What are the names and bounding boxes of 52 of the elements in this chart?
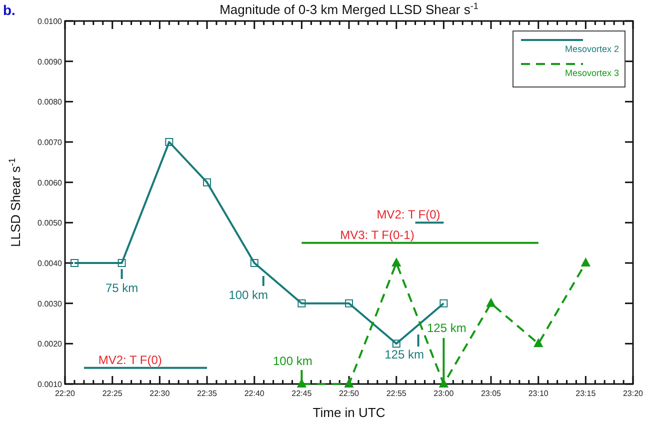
annotation: 75 km xyxy=(105,281,138,295)
y-tick-label: 0.0080 xyxy=(38,98,63,107)
x-tick-label: 23:15 xyxy=(576,389,596,398)
annotation: MV2: T F(0) xyxy=(98,352,162,367)
point xyxy=(165,138,174,146)
point xyxy=(118,259,126,267)
y-tick-label: 0.0020 xyxy=(38,340,63,349)
y-tick-label: 0.0030 xyxy=(38,299,63,308)
point xyxy=(297,379,306,388)
annotation: 100 km xyxy=(228,288,268,302)
y-tick-label: 0.0050 xyxy=(38,218,63,228)
point xyxy=(392,258,401,266)
x-tick-label: 23:10 xyxy=(528,389,549,398)
x-tick-label: 22:25 xyxy=(102,389,123,398)
annotation: MV3: T F(0-1) xyxy=(340,228,414,242)
annotation: 100 km xyxy=(273,354,312,368)
point xyxy=(440,299,448,308)
y-tick-label: 0.0100 xyxy=(38,17,63,26)
text: b. xyxy=(3,2,16,18)
x-tick-label: 22:40 xyxy=(244,389,265,398)
point xyxy=(70,259,78,267)
x-tick-label: 22:50 xyxy=(338,389,360,398)
x-tick-label: 22:30 xyxy=(150,389,170,398)
annotation: 125 km xyxy=(384,348,424,362)
point xyxy=(203,178,211,186)
y-tick-label: 0.0070 xyxy=(38,138,63,147)
x-tick-label: 22:45 xyxy=(292,389,312,398)
y-tick-label: 0.0010 xyxy=(38,380,63,389)
point xyxy=(439,379,448,388)
point xyxy=(298,299,306,308)
x-tick-label: 23:00 xyxy=(434,389,454,398)
x-tick-label: 22:20 xyxy=(54,389,76,398)
annotation: 125 km xyxy=(427,321,466,335)
point xyxy=(344,379,354,388)
x-tick-label: 23:05 xyxy=(480,389,502,398)
point xyxy=(250,259,258,267)
y-tick-label: 0.0040 xyxy=(38,259,63,268)
x-tick-label: 22:35 xyxy=(196,389,218,398)
point xyxy=(392,340,400,348)
text: Mesovortex 2 xyxy=(564,44,619,54)
point xyxy=(486,298,496,307)
x-tick-label: 22:55 xyxy=(386,389,407,398)
point xyxy=(581,258,590,266)
point xyxy=(534,338,543,348)
y-tick-label: 0.0090 xyxy=(38,57,63,66)
chart-title: Magnitude of 0-3 km Merged LLSD Shear s$^{-1}$ xyxy=(220,1,478,17)
x-axis-title: Time in UTC xyxy=(312,405,386,420)
y-tick-label: 0.0060 xyxy=(38,178,63,188)
annotation: MV2: T F(0) xyxy=(376,208,440,222)
point xyxy=(345,299,353,308)
text: Mesovortex 3 xyxy=(564,68,619,78)
x-tick-label: 23:20 xyxy=(622,389,644,398)
